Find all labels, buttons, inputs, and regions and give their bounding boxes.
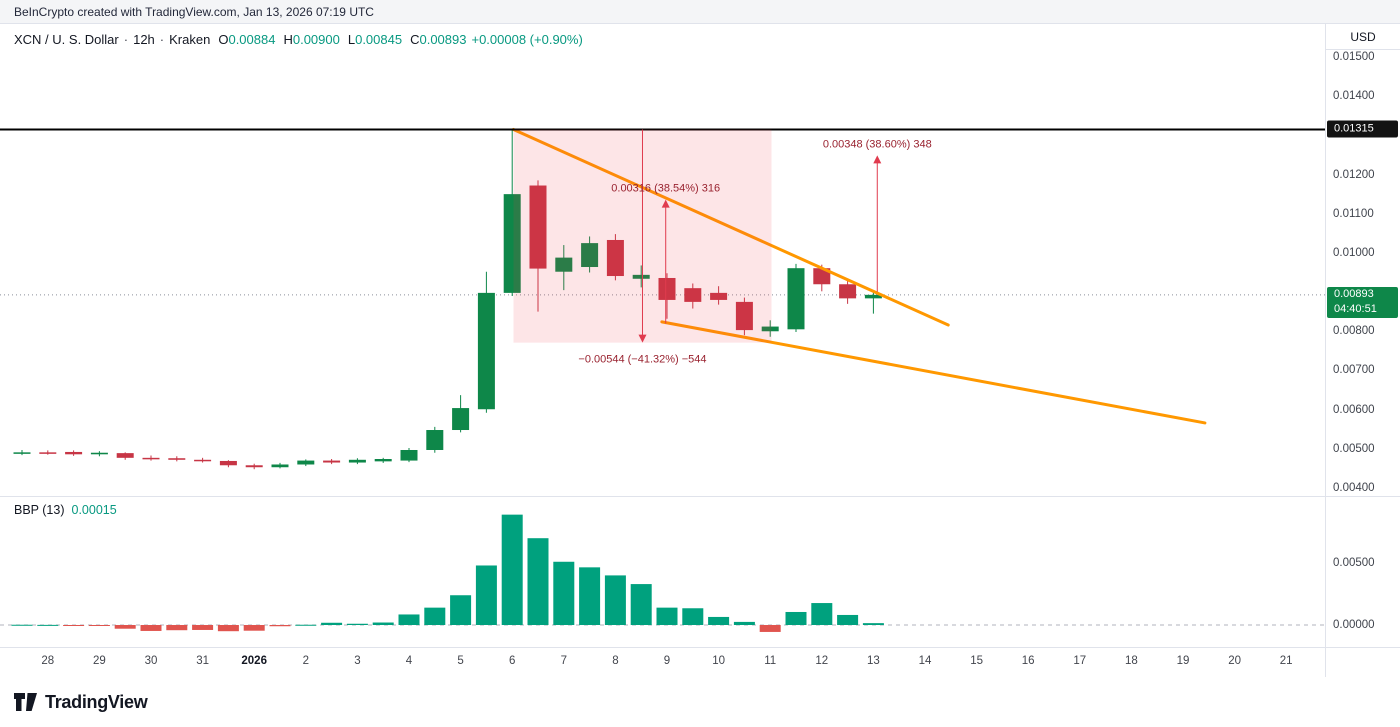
change-label: +0.00008 (+0.90%)	[471, 32, 583, 47]
time-tick-label: 4	[405, 655, 413, 667]
time-tick-label: 12	[815, 655, 829, 667]
price-axis[interactable]: USD 0.01315 0.00893 04:40:51 0.01500 0.01…	[1325, 24, 1400, 677]
time-tick-label: 17	[1073, 655, 1087, 667]
ohlc-open: O0.00884	[218, 32, 276, 47]
time-tick-label: 2026	[241, 655, 267, 667]
price-tick-label: 0.00400	[1333, 482, 1375, 494]
time-tick-label: 15	[970, 655, 983, 667]
trendline	[660, 320, 1207, 425]
time-tick-label: 2	[302, 655, 309, 667]
chart-canvas[interactable]: −0.00544 (−41.32%) −544 0.00316 (38.54%) …	[0, 0, 1400, 677]
time-tick-label: 14	[918, 655, 932, 667]
separator-dot: ·	[159, 32, 165, 47]
attribution-text: BeInCrypto created with TradingView.com,…	[14, 4, 374, 19]
indicator-legend: BBP (13) 0.00015	[14, 503, 117, 517]
ohlc-close: C0.00893	[410, 32, 467, 47]
time-tick-label: 3	[354, 655, 361, 667]
arrow-up-icon	[873, 155, 882, 164]
time-tick-label: 31	[196, 655, 209, 667]
attribution-bar: BeInCrypto created with TradingView.com,…	[0, 0, 1400, 24]
time-tick-label: 19	[1176, 655, 1190, 667]
bbp-histogram	[11, 514, 884, 632]
time-tick-label: 9	[663, 655, 671, 667]
time-tick-label: 8	[612, 655, 619, 667]
measurement-label: 0.00316 (38.54%) 316	[611, 183, 720, 195]
price-tick-label: 0.01500	[1333, 51, 1375, 63]
time-tick-label: 29	[92, 655, 106, 667]
time-tick-label: 13	[866, 655, 880, 667]
time-tick-label: 7	[560, 655, 567, 667]
measurement-label: 0.00348 (38.60%) 348	[823, 138, 932, 150]
indicator-value: 0.00015	[71, 503, 117, 517]
price-tick-label: 0.01200	[1333, 168, 1375, 181]
symbol-legend: XCN / U. S. Dollar · 12h · Kraken O0.00884 H0.…	[14, 32, 583, 47]
bar-countdown: 04:40:51	[1334, 302, 1377, 315]
interval-label: 12h	[133, 32, 155, 47]
ohlc-high: H0.00900	[283, 32, 340, 47]
time-tick-label: 21	[1279, 655, 1293, 667]
footer-bar: TradingView	[0, 677, 1400, 727]
price-tick-label: 0.01000	[1333, 246, 1375, 259]
ohlc-low: L0.00845	[347, 32, 403, 47]
tradingview-logo-icon	[14, 693, 37, 711]
price-tick-label: 0.00500	[1333, 442, 1375, 455]
time-tick-label: 10	[712, 655, 725, 667]
arrow-down-icon	[638, 334, 647, 343]
separator-dot: ·	[123, 32, 129, 47]
exchange-label: Kraken	[169, 32, 211, 47]
time-tick-label: 11	[764, 655, 777, 667]
price-tick-label: 0.00700	[1333, 364, 1375, 377]
arrow-up-icon	[661, 199, 670, 208]
indicator-tick-label: 0.00000	[1333, 619, 1375, 631]
time-tick-label: 18	[1124, 655, 1138, 667]
time-tick-label: 16	[1021, 655, 1035, 667]
measurement-label: −0.00544 (−41.32%) −544	[578, 354, 706, 366]
indicator-tick-label: 0.00500	[1333, 557, 1375, 569]
level-price-badge: 0.01315	[1327, 120, 1398, 138]
time-tick-label: 28	[41, 655, 55, 667]
level-price-text: 0.01315	[1334, 122, 1374, 135]
time-tick-label: 5	[457, 655, 464, 667]
price-tick-label: 0.00800	[1333, 325, 1375, 338]
current-price-text: 0.00893	[1334, 287, 1374, 300]
time-axis[interactable]: 28 29 30 31 2026 2 3 4 5 6 7 8 9 10 11 12 13 14 15 16 17 18 19…	[0, 648, 1325, 677]
tradingview-logo[interactable]: TradingView	[13, 691, 148, 713]
currency-toggle[interactable]: USD	[1326, 24, 1400, 50]
trendline	[511, 127, 950, 327]
time-tick-label: 6	[508, 655, 516, 667]
current-price-badge: 0.00893 04:40:51	[1327, 286, 1398, 318]
candlestick-series	[13, 129, 882, 470]
time-tick-label: 20	[1228, 655, 1241, 667]
symbol-title[interactable]: XCN / U. S. Dollar	[14, 32, 119, 47]
price-tick-label: 0.01100	[1333, 207, 1374, 220]
indicator-title[interactable]: BBP (13)	[14, 503, 65, 517]
time-tick-label: 30	[144, 655, 158, 667]
price-tick-label: 0.00600	[1333, 403, 1375, 416]
tradingview-wordmark: TradingView	[45, 691, 148, 712]
price-tick-label: 0.01400	[1333, 90, 1375, 103]
